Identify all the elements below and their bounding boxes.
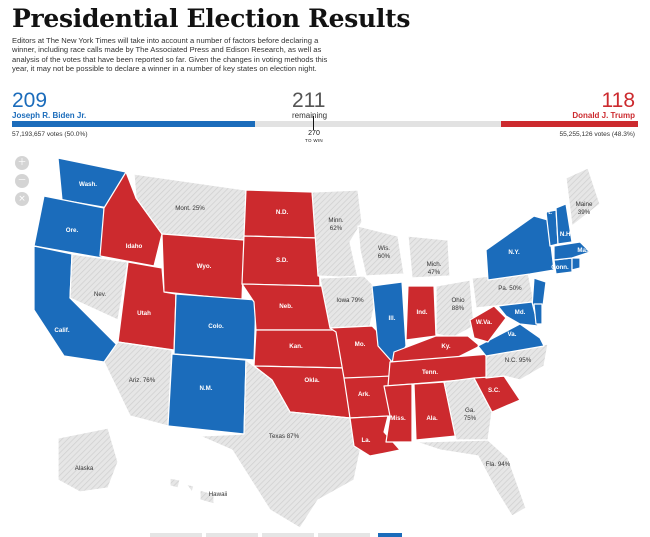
page-tab-4[interactable] (318, 533, 370, 537)
page-tab-3[interactable] (262, 533, 314, 537)
state-nm[interactable] (167, 353, 247, 435)
state-label-mt: Mont. 25% (175, 205, 205, 212)
state-mn[interactable] (311, 189, 363, 279)
state-mi[interactable] (407, 235, 451, 279)
state-label-sd: S.D. (276, 257, 288, 264)
state-label-ky: Ky. (441, 343, 450, 350)
state-label-ct: Conn. (551, 264, 569, 271)
state-label-pa: Pa. 50% (498, 285, 522, 292)
page-tab-1[interactable] (150, 533, 202, 537)
reset-icon[interactable]: × (15, 192, 29, 206)
state-label-or: Ore. (66, 227, 79, 234)
state-label-wy: Wyo. (197, 263, 212, 270)
page-tab-active[interactable] (378, 533, 402, 537)
page-title: Presidential Election Results (12, 4, 411, 33)
state-label-ks: Kan. (289, 343, 303, 350)
biden-popular-votes: 57,193,657 votes (50.0%) (12, 131, 88, 138)
state-label-id: Idaho (126, 243, 143, 250)
trump-electoral-count: 118 (601, 89, 635, 112)
threshold-marker (313, 116, 314, 130)
state-fl[interactable] (415, 439, 527, 517)
state-de[interactable] (533, 303, 543, 325)
zoom-in-icon[interactable]: ＋ (15, 156, 29, 170)
state-me[interactable] (565, 167, 601, 227)
page-tab-2[interactable] (206, 533, 258, 537)
state-label-ms: Miss. (390, 415, 406, 422)
state-label-mi: Mich. 47% (427, 261, 442, 276)
state-label-me: Maine 39% (576, 201, 593, 216)
state-md[interactable] (497, 301, 539, 327)
state-ms[interactable] (383, 383, 413, 443)
state-label-nh: N.H. (560, 231, 573, 238)
state-label-wv: W.Va. (476, 319, 492, 326)
state-label-nd: N.D. (276, 209, 289, 216)
state-label-wi: Wis. 60% (378, 245, 391, 260)
state-az[interactable] (103, 341, 173, 427)
state-label-sc: S.C. (488, 387, 500, 394)
state-ny[interactable] (485, 215, 555, 281)
state-label-in: Ind. (417, 309, 428, 316)
biden-name: Joseph R. Biden Jr. (12, 111, 87, 120)
state-label-ga: Ga. 75% (464, 407, 477, 422)
state-la[interactable] (349, 415, 401, 457)
state-label-il: Ill. (389, 315, 396, 322)
state-label-ak: Alaska (75, 465, 94, 472)
state-label-ca: Calif. (54, 327, 69, 334)
state-label-vt: Vt. (544, 209, 552, 216)
biden-bar (12, 121, 256, 127)
state-label-ar: Ark. (358, 391, 370, 398)
remaining-bar (255, 121, 501, 127)
state-wv[interactable] (469, 305, 507, 343)
remaining-count: 211 (292, 89, 326, 112)
us-map: Wash. Ore. Calif. Idaho Nev. Mont. 25% Wyo. Uta… (33, 157, 601, 529)
state-ri[interactable] (571, 257, 581, 271)
remaining-label: remaining (292, 111, 328, 120)
state-ga[interactable] (443, 377, 493, 441)
state-ma[interactable] (553, 241, 591, 261)
state-tx[interactable] (199, 359, 363, 529)
state-label-fl: Fla. 94% (486, 461, 511, 468)
state-label-nm: N.M. (199, 385, 212, 392)
biden-electoral-count: 209 (12, 89, 48, 112)
state-nh[interactable] (555, 203, 573, 245)
state-label-de: Del. (550, 309, 562, 316)
state-label-ia: Iowa 79% (336, 297, 364, 304)
state-label-tn: Tenn. (422, 369, 438, 376)
state-label-ok: Okla. (304, 377, 319, 384)
state-label-tx: Texas 87% (269, 433, 300, 440)
state-label-co: Colo. (208, 323, 224, 330)
state-label-oh: Ohio 88% (451, 297, 465, 312)
trump-bar (500, 121, 638, 127)
state-label-la: La. (362, 437, 371, 444)
state-label-nc: N.C. 95% (505, 357, 532, 364)
state-nv[interactable] (69, 253, 129, 321)
state-ak[interactable] (57, 427, 119, 493)
state-hi[interactable] (169, 477, 215, 505)
state-label-ny: N.Y. (508, 249, 520, 256)
state-label-hi: Hawaii (209, 491, 228, 498)
state-label-mo: Mo. (355, 341, 366, 348)
trump-popular-votes: 55,255,126 votes (48.3%) (559, 131, 635, 138)
state-label-ne: Neb. (279, 303, 293, 310)
threshold-label: 270 TO WIN (305, 130, 323, 143)
state-label-nv: Nev. (94, 291, 107, 298)
state-label-md: Md. (515, 309, 526, 316)
zoom-out-icon[interactable]: － (15, 174, 29, 188)
state-label-al: Ala. (426, 415, 438, 422)
intro-text: Editors at The New York Times will take … (12, 36, 328, 74)
state-label-az: Ariz. 76% (129, 377, 156, 384)
state-label-nj: N.J. (554, 291, 566, 298)
state-va[interactable] (477, 323, 545, 357)
state-label-ut: Utah (137, 310, 151, 317)
state-label-va: Va. (508, 331, 517, 338)
state-wi[interactable] (357, 225, 405, 277)
trump-name: Donald J. Trump (572, 111, 635, 120)
state-oh[interactable] (435, 279, 475, 339)
state-label-wa: Wash. (79, 181, 97, 188)
state-label-mn: Minn. 62% (328, 217, 343, 232)
state-label-ma: Mass. (577, 247, 594, 254)
state-label-ri: R.I. (575, 268, 585, 275)
